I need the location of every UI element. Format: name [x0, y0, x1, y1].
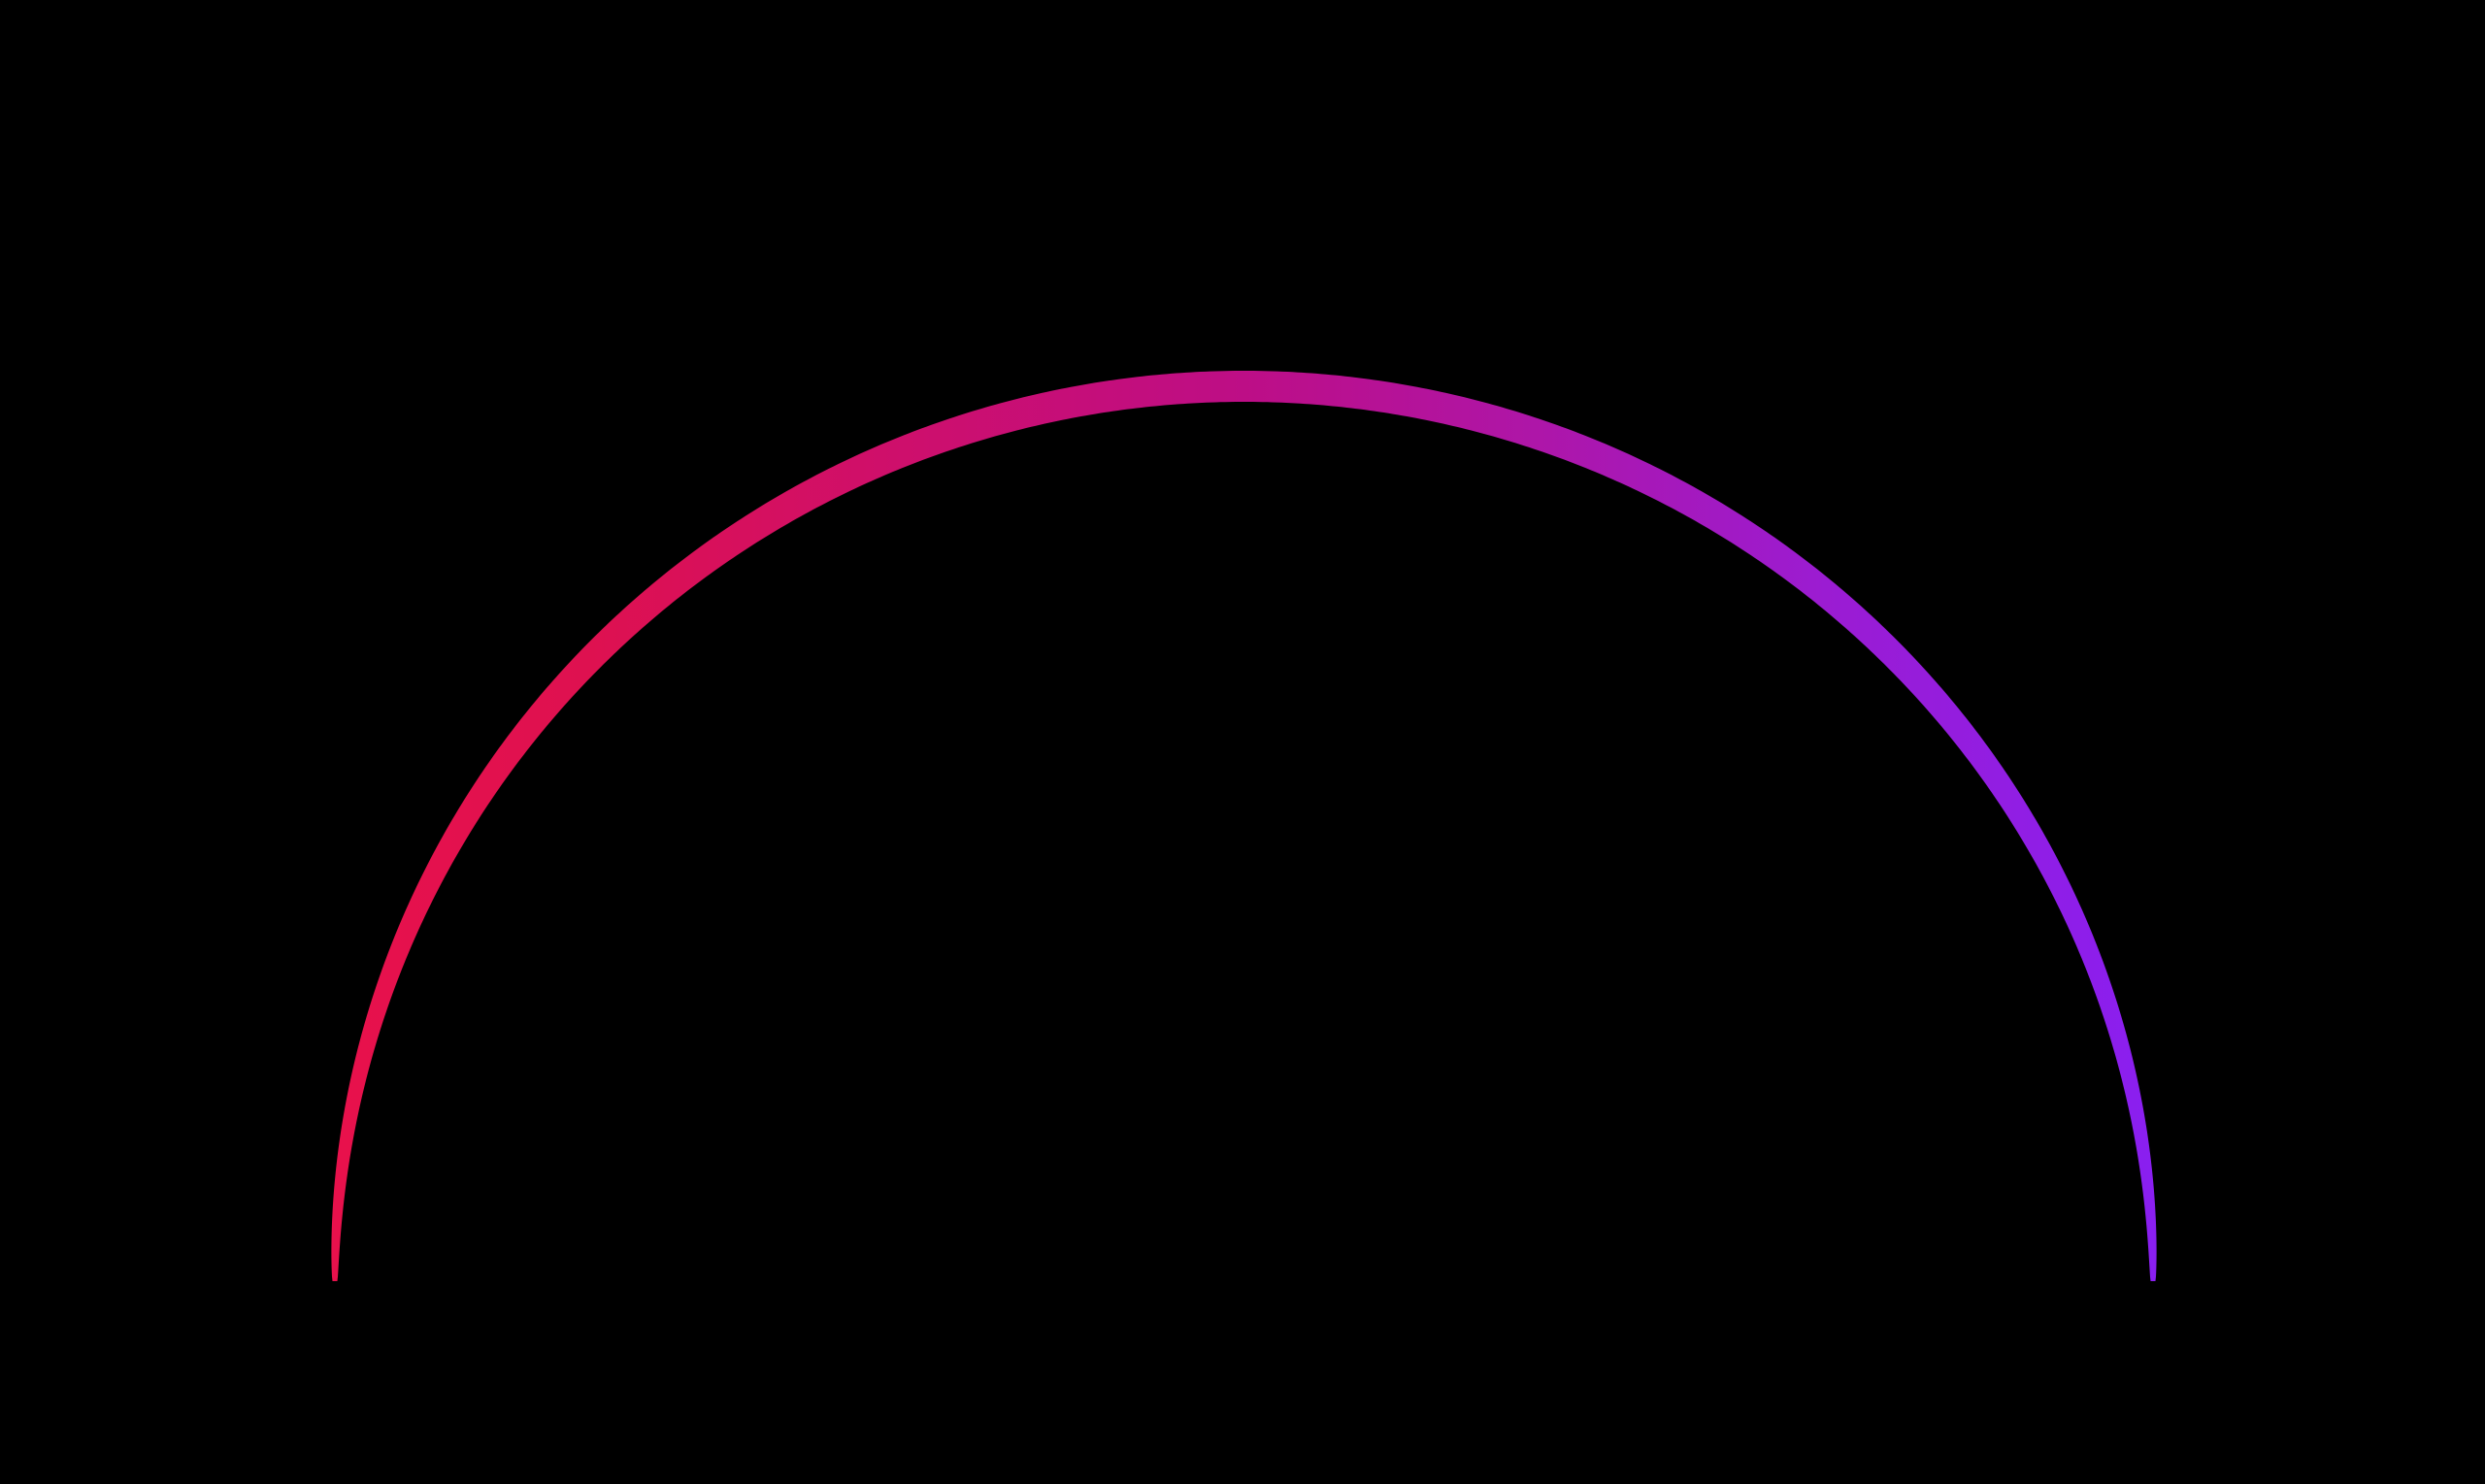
gradient-arc-svg	[0, 0, 2485, 1484]
arc-canvas	[0, 0, 2485, 1484]
background-rect	[0, 0, 2485, 1484]
